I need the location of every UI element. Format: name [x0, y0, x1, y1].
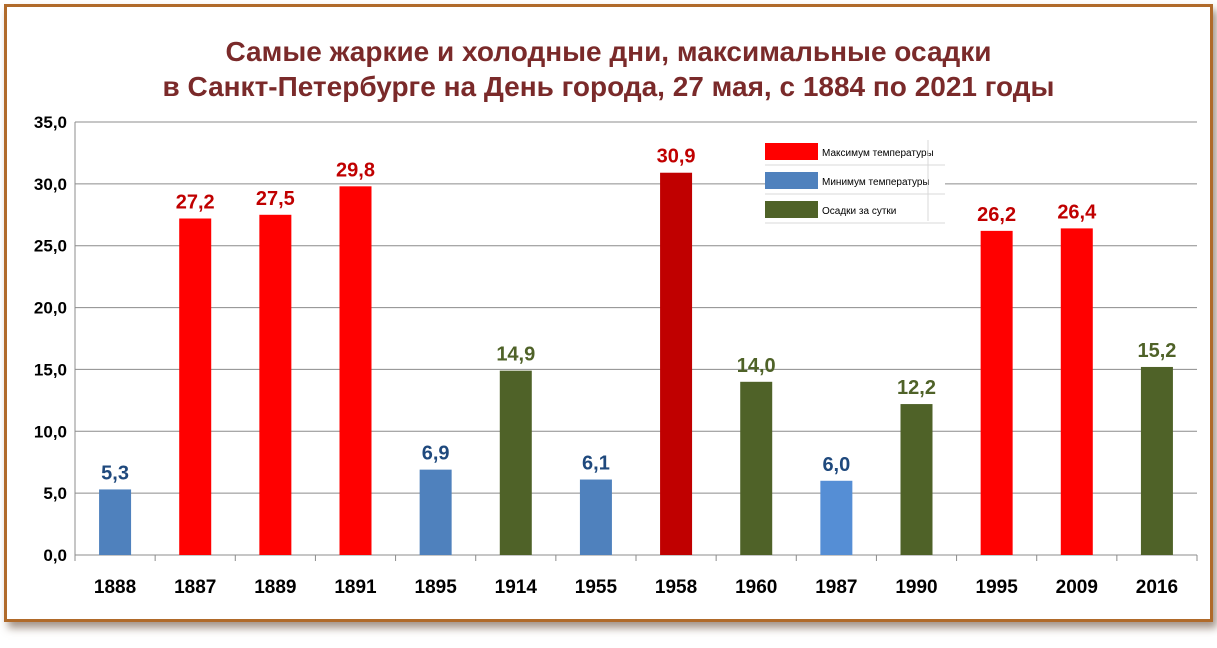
- x-tick-label: 1990: [895, 577, 937, 598]
- legend-swatch-precip: [765, 201, 818, 218]
- bar-1895: [419, 469, 452, 555]
- y-tick-label: 35,0: [34, 113, 67, 132]
- bar-1960: [740, 381, 773, 555]
- legend-label: Минимум температуры: [822, 177, 930, 188]
- data-label: 30,9: [657, 146, 696, 168]
- y-tick-label: 15,0: [34, 360, 67, 379]
- x-tick-label: 1995: [976, 577, 1019, 598]
- y-tick-label: 25,0: [34, 237, 67, 256]
- x-tick-label: 1895: [415, 577, 458, 598]
- bar-1914: [499, 370, 532, 555]
- data-label: 6,9: [422, 443, 450, 465]
- x-tick-label: 1889: [254, 577, 296, 598]
- bar-1889: [259, 214, 292, 556]
- data-label: 27,5: [256, 188, 295, 210]
- data-label: 12,2: [897, 377, 936, 399]
- x-tick-label: 2016: [1136, 577, 1178, 598]
- bar-2016: [1140, 366, 1173, 555]
- data-label: 14,0: [737, 355, 776, 377]
- x-tick-label: 2009: [1056, 577, 1098, 598]
- legend-swatch-max: [765, 143, 818, 160]
- chart-title: Самые жаркие и холодные дни, максимальны…: [225, 36, 992, 67]
- chart-title-block: Самые жаркие и холодные дни, максимальны…: [0, 34, 1217, 104]
- data-label: 14,9: [496, 344, 535, 366]
- legend-swatch-min: [765, 172, 818, 189]
- data-label: 26,2: [977, 204, 1016, 226]
- data-label: 6,1: [582, 453, 610, 475]
- bar-1888: [99, 489, 132, 555]
- x-tick-label: 1987: [815, 577, 857, 598]
- x-tick-label: 1955: [575, 577, 618, 598]
- bar-1995: [980, 230, 1013, 555]
- data-label: 27,2: [176, 191, 215, 213]
- data-label: 5,3: [101, 462, 129, 484]
- x-tick-label: 1960: [735, 577, 777, 598]
- data-label: 26,4: [1057, 201, 1097, 223]
- y-tick-label: 10,0: [34, 422, 67, 441]
- bar-1887: [179, 218, 212, 556]
- y-tick-label: 20,0: [34, 299, 67, 318]
- bar-1987: [820, 480, 853, 555]
- x-tick-label: 1887: [174, 577, 216, 598]
- chart-subtitle: в Санкт-Петербурге на День города, 27 ма…: [162, 71, 1055, 102]
- x-tick-label: 1891: [334, 577, 377, 598]
- data-label: 6,0: [822, 454, 850, 476]
- x-tick-label: 1914: [495, 577, 538, 598]
- data-label: 15,2: [1137, 340, 1176, 362]
- x-tick-label: 1888: [94, 577, 136, 598]
- y-tick-label: 0,0: [43, 546, 67, 565]
- bar-2009: [1060, 228, 1093, 555]
- bar-1891: [339, 186, 372, 555]
- data-label: 29,8: [336, 159, 375, 181]
- legend-label: Осадки за сутки: [822, 206, 896, 217]
- x-tick-label: 1958: [655, 577, 697, 598]
- bar-1955: [579, 479, 612, 555]
- y-tick-label: 30,0: [34, 175, 67, 194]
- y-tick-label: 5,0: [43, 484, 67, 503]
- legend-label: Максимум температуры: [822, 148, 934, 159]
- bar-1990: [900, 404, 933, 555]
- bar-1958: [660, 172, 693, 556]
